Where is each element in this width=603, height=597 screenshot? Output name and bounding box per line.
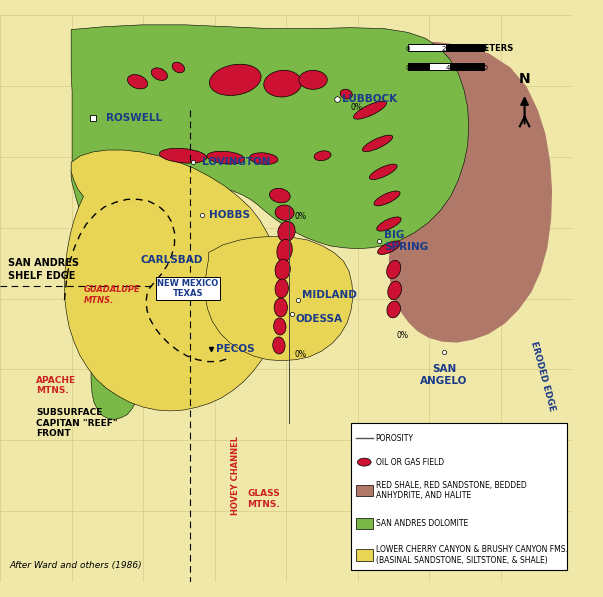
Ellipse shape — [274, 318, 286, 335]
Text: HOBBS: HOBBS — [209, 210, 250, 220]
Text: HOVEY CHANNEL: HOVEY CHANNEL — [231, 436, 240, 515]
Text: POROSITY: POROSITY — [376, 434, 414, 443]
Ellipse shape — [377, 241, 400, 254]
Bar — [446, 44, 484, 51]
Ellipse shape — [207, 151, 245, 164]
Polygon shape — [71, 25, 469, 420]
Bar — [408, 44, 446, 51]
Text: CARLSBAD: CARLSBAD — [140, 255, 203, 265]
Ellipse shape — [370, 164, 397, 180]
Text: ROSWELL: ROSWELL — [106, 113, 162, 123]
Text: SAN
ANGELO: SAN ANGELO — [420, 364, 468, 386]
Text: KILOMETERS: KILOMETERS — [454, 44, 513, 53]
Text: 0%: 0% — [397, 331, 408, 340]
Text: OIL OR GAS FIELD: OIL OR GAS FIELD — [376, 458, 444, 467]
Text: 50: 50 — [479, 46, 488, 52]
Ellipse shape — [314, 151, 331, 161]
Bar — [408, 63, 429, 70]
Ellipse shape — [264, 70, 302, 97]
Ellipse shape — [250, 153, 278, 164]
Text: N: N — [519, 72, 531, 85]
Ellipse shape — [277, 239, 292, 262]
Ellipse shape — [273, 337, 285, 354]
Bar — [356, 549, 373, 561]
Text: LOVINGTON: LOVINGTON — [202, 158, 271, 167]
Ellipse shape — [270, 188, 290, 203]
Text: APACHE
MTNS.: APACHE MTNS. — [36, 376, 76, 395]
Ellipse shape — [358, 458, 371, 466]
Ellipse shape — [127, 75, 148, 89]
Ellipse shape — [387, 260, 401, 279]
Ellipse shape — [374, 191, 400, 206]
Text: MILES: MILES — [470, 549, 498, 558]
Text: SAN ANDRES DOLOMITE: SAN ANDRES DOLOMITE — [376, 519, 468, 528]
Text: 80: 80 — [479, 64, 488, 70]
Text: GUADALUPE
MTNS.: GUADALUPE MTNS. — [83, 285, 140, 305]
Text: NEW MEXICO
TEXAS: NEW MEXICO TEXAS — [157, 279, 218, 298]
Ellipse shape — [387, 301, 400, 318]
Bar — [429, 63, 450, 70]
Bar — [450, 63, 484, 70]
Polygon shape — [366, 42, 552, 343]
Text: 0: 0 — [406, 46, 410, 52]
Polygon shape — [65, 150, 281, 411]
Ellipse shape — [209, 64, 261, 96]
Ellipse shape — [388, 281, 402, 300]
Ellipse shape — [340, 89, 352, 99]
Text: ODESSA: ODESSA — [296, 314, 343, 324]
Bar — [356, 518, 373, 530]
Bar — [351, 423, 567, 570]
Ellipse shape — [275, 259, 291, 280]
Text: 0%: 0% — [294, 213, 306, 221]
Text: SAN ANDRES
SHELF EDGE: SAN ANDRES SHELF EDGE — [8, 259, 78, 281]
Ellipse shape — [353, 101, 387, 119]
Text: 0%: 0% — [351, 103, 363, 112]
Polygon shape — [205, 236, 353, 361]
Ellipse shape — [278, 221, 295, 242]
Text: 25: 25 — [441, 46, 450, 52]
Text: LUBBOCK: LUBBOCK — [341, 94, 397, 104]
Ellipse shape — [299, 70, 327, 90]
Ellipse shape — [377, 217, 401, 231]
Text: LOWER CHERRY CANYON & BRUSHY CANYON FMS.
(BASINAL SANDSTONE, SILTSTONE, & SHALE): LOWER CHERRY CANYON & BRUSHY CANYON FMS.… — [376, 546, 567, 565]
Ellipse shape — [362, 135, 393, 152]
Text: After Ward and others (1986): After Ward and others (1986) — [10, 561, 142, 570]
Ellipse shape — [172, 62, 185, 73]
Text: 0%: 0% — [294, 350, 306, 359]
Bar — [356, 485, 373, 496]
Text: PECOS: PECOS — [216, 344, 255, 354]
Text: MIDLAND: MIDLAND — [302, 290, 356, 300]
Text: 40: 40 — [445, 64, 454, 70]
Ellipse shape — [159, 148, 207, 163]
Text: BIG
SPRING: BIG SPRING — [384, 230, 429, 252]
Text: GLASS
MTNS.: GLASS MTNS. — [247, 490, 280, 509]
Text: 0: 0 — [406, 64, 410, 70]
Ellipse shape — [275, 205, 294, 220]
Ellipse shape — [275, 279, 288, 298]
Text: RED SHALE, RED SANDSTONE, BEDDED
ANHYDRITE, AND HALITE: RED SHALE, RED SANDSTONE, BEDDED ANHYDRI… — [376, 481, 526, 500]
Text: ERODED EDGE: ERODED EDGE — [529, 340, 557, 412]
Text: SUBSURFACE
CAPITAN "REEF"
FRONT: SUBSURFACE CAPITAN "REEF" FRONT — [36, 408, 118, 438]
Ellipse shape — [274, 298, 288, 317]
Ellipse shape — [151, 68, 168, 81]
